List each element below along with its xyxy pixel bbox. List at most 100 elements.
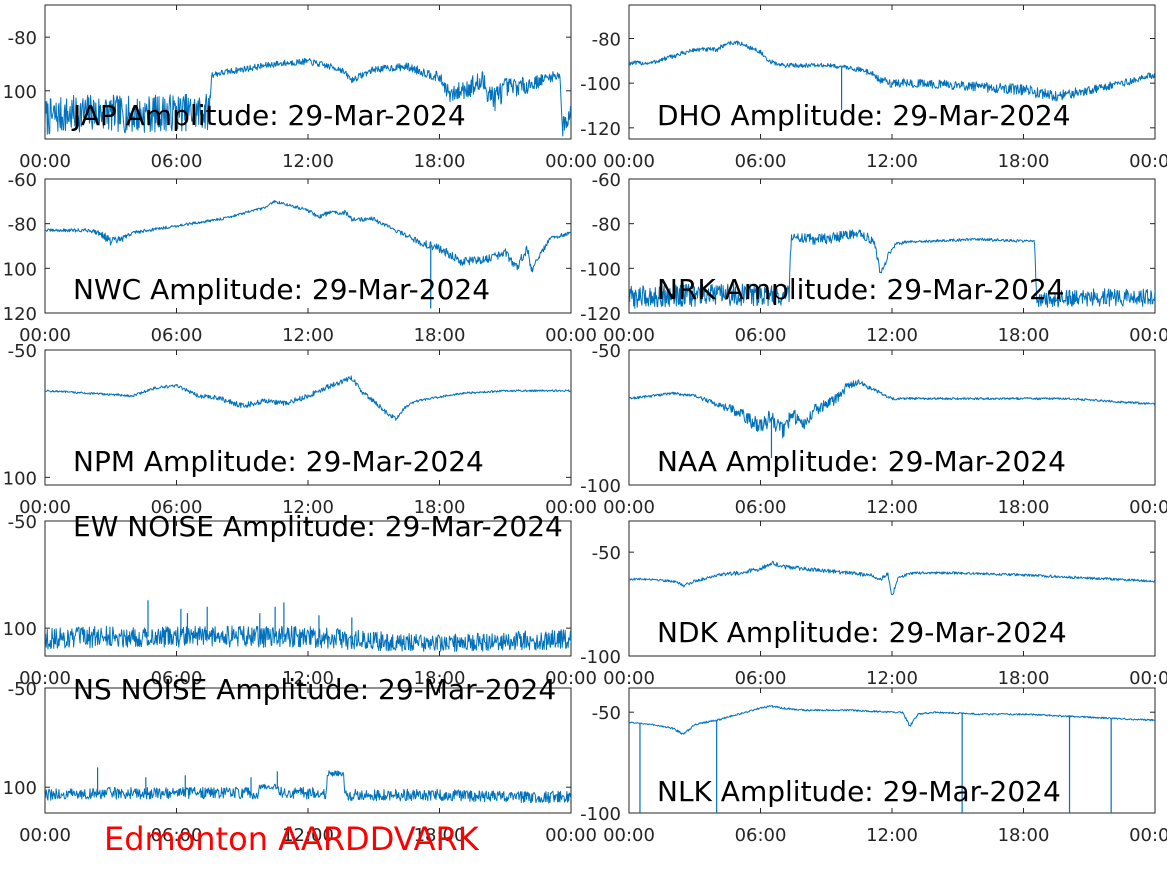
x-tick-label: 18:00 [414,497,466,518]
series-line [629,379,1155,439]
series-group [45,600,571,652]
x-tick-label: 12:00 [866,825,918,846]
panel-title: NWC Amplitude: 29-Mar-2024 [73,273,490,306]
x-tick-label: 00:00 [1129,151,1167,172]
y-tick-label: -50 [592,341,621,362]
x-tick-label: 12:00 [282,325,334,346]
y-tick-label: -50 [8,341,37,362]
panel-title: JAP Amplitude: 29-Mar-2024 [71,99,466,132]
series-line [629,229,1155,309]
y-tick-label: -100 [580,804,621,825]
y-tick-label: 100 [3,619,37,640]
x-tick-label: 06:00 [151,325,203,346]
y-tick-label: 100 [3,82,37,103]
y-tick-label: -50 [592,543,621,564]
series-group [629,229,1155,309]
y-tick-label: -80 [8,215,37,236]
x-tick-label: 06:00 [735,325,787,346]
x-tick-label: 00:00 [545,668,597,689]
chart-panel-3: 00:00 06:00 12:00 18:00 00:00 -60 -80 100 120 NWC… [3,170,597,346]
panel-title: NLK Amplitude: 29-Mar-2024 [657,775,1061,808]
x-tick-label: 00:00 [1129,325,1167,346]
x-tick-label: 18:00 [998,497,1050,518]
x-tick-label: 06:00 [735,497,787,518]
x-tick-label: 12:00 [282,825,334,846]
x-tick-label: 06:00 [151,825,203,846]
series-group [45,767,571,804]
y-tick-label: 100 [3,468,37,489]
y-tick-label: -50 [8,512,37,533]
x-tick-label: 00:00 [603,325,655,346]
x-tick-label: 00:00 [603,151,655,172]
series-line [45,375,571,421]
x-tick-label: 18:00 [998,668,1050,689]
y-tick-label: -100 [580,259,621,280]
axes-box [44,349,572,486]
x-tick-label: 18:00 [414,825,466,846]
y-tick-label: -80 [592,30,621,51]
x-tick-label: 00:00 [19,497,71,518]
x-tick-label: 00:00 [1129,668,1167,689]
x-tick-label: 06:00 [735,151,787,172]
x-tick-label: 12:00 [866,497,918,518]
y-tick-label: -50 [8,679,37,700]
series-group [629,704,1155,813]
series-line [45,625,571,652]
x-tick-label: 00:00 [19,325,71,346]
x-tick-label: 18:00 [998,825,1050,846]
x-tick-label: 06:00 [735,825,787,846]
y-tick-label: -80 [592,215,621,236]
y-tick-label: -100 [580,476,621,497]
y-tick-label: -80 [8,28,37,49]
y-tick-label: 100 [3,778,37,799]
panel-title: NAA Amplitude: 29-Mar-2024 [657,445,1066,478]
x-tick-label: 00:00 [545,325,597,346]
series-line [45,200,571,273]
x-tick-label: 18:00 [414,151,466,172]
chart-panel-5: 00:00 06:00 12:00 18:00 00:00 -50 100 NPM Ampli… [3,341,597,518]
series-group [629,379,1155,458]
y-tick-label: -60 [592,170,621,191]
x-tick-label: 06:00 [735,668,787,689]
chart-panel-6: 00:00 06:00 12:00 18:00 00:00 -50 -100 NAA Ampl… [580,341,1167,518]
series-line [629,560,1155,596]
x-tick-label: 00:00 [19,825,71,846]
chart-panel-10: 00:00 06:00 12:00 18:00 00:00 -50 -100 NLK Ampl… [580,687,1167,846]
series-group [629,40,1155,110]
x-tick-label: 00:00 [603,668,655,689]
x-tick-label: 00:00 [545,825,597,846]
series-group [45,375,571,421]
chart-panel-9: 00:00 06:00 12:00 18:00 00:00 -50 100 NS NOISE … [3,673,597,846]
panel-title: NPM Amplitude: 29-Mar-2024 [73,445,484,478]
x-tick-label: 12:00 [282,497,334,518]
x-tick-label: 12:00 [866,668,918,689]
chart-panel-7: 00:00 06:00 12:00 18:00 00:00 -50 100 EW NOISE … [3,510,597,689]
x-tick-label: 18:00 [998,151,1050,172]
y-tick-label: -120 [580,304,621,325]
panel-title: NRK Amplitude: 29-Mar-2024 [657,273,1065,306]
y-tick-label: 120 [3,304,37,325]
axes-box [628,520,1156,657]
series-group [45,200,571,309]
x-tick-label: 12:00 [866,325,918,346]
y-tick-label: -100 [580,647,621,668]
y-tick-label: -50 [592,703,621,724]
x-tick-label: 06:00 [151,151,203,172]
x-tick-label: 00:00 [1129,825,1167,846]
chart-panel-1: 00:00 06:00 12:00 18:00 00:00 -80 100 JAP Ampli… [3,4,597,172]
x-tick-label: 00:00 [1129,497,1167,518]
x-tick-label: 18:00 [414,325,466,346]
y-tick-label: -100 [580,74,621,95]
x-tick-label: 00:00 [545,497,597,518]
axes-box [44,178,572,314]
panel-title: NS NOISE Amplitude: 29-Mar-2024 [73,673,556,706]
x-tick-label: 00:00 [19,668,71,689]
y-tick-label: -60 [8,170,37,191]
series-line [629,40,1155,102]
x-tick-label: 18:00 [998,325,1050,346]
series-line [45,57,571,137]
x-tick-label: 06:00 [151,497,203,518]
series-line [45,770,571,804]
axes-box [628,349,1156,486]
